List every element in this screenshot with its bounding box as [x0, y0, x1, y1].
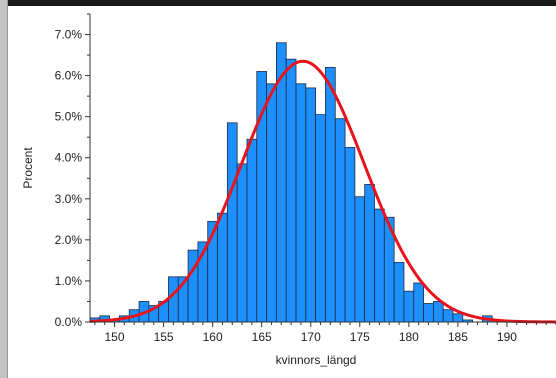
y-tick-label: 2.0% [55, 233, 83, 247]
y-tick-label: 3.0% [55, 192, 83, 206]
window-top-border [0, 0, 556, 6]
histogram-bar [442, 309, 454, 323]
histogram-bar [432, 301, 444, 323]
histogram-bars [89, 42, 493, 323]
histogram-bar [217, 212, 228, 323]
y-tick-label: 1.0% [55, 274, 83, 288]
histogram-bar [285, 58, 297, 323]
normal-curve [89, 59, 556, 324]
x-axis: 150 155 160 165 170 175 180 185 190 [90, 321, 556, 344]
x-tick-label: 150 [105, 330, 125, 344]
histogram-bar [305, 87, 317, 323]
histogram-bar [187, 249, 199, 323]
y-tick-label: 5.0% [55, 110, 83, 124]
y-tick-label: 7.0% [55, 28, 83, 42]
x-tick-label: 175 [350, 330, 370, 344]
histogram-bar [452, 313, 464, 323]
x-axis-title: kvinnors_längd [276, 353, 357, 367]
x-tick-label: 160 [203, 330, 223, 344]
window-left-edge [0, 0, 8, 378]
histogram-bar [236, 163, 248, 323]
y-axis-title: Procent [21, 147, 35, 189]
histogram-bar [266, 83, 277, 323]
x-tick-label: 190 [497, 330, 517, 344]
histogram-bar [364, 184, 375, 323]
histogram-bar [334, 118, 346, 323]
histogram-bar [354, 196, 366, 323]
histogram-bar [246, 138, 258, 323]
histogram-bar [325, 66, 336, 323]
histogram-bar [168, 276, 179, 323]
histogram-bar [344, 147, 356, 323]
histogram-bar [374, 208, 385, 323]
y-tick-label: 0.0% [55, 315, 83, 329]
x-tick-label: 155 [154, 330, 174, 344]
histogram-bar [295, 83, 307, 323]
x-tick-label: 165 [252, 330, 272, 344]
histogram-bar [315, 114, 326, 323]
histogram-bar [393, 262, 405, 323]
y-tick-label: 6.0% [55, 69, 83, 83]
x-tick-label: 185 [448, 330, 468, 344]
histogram-bar [413, 282, 424, 323]
y-axis: 0.0% 1.0% 2.0% 3.0% 4.0% 5.0% 6.0% 7.0% [55, 13, 91, 329]
histogram-bar [423, 303, 434, 323]
x-tick-label: 170 [301, 330, 321, 344]
histogram-bar [226, 122, 238, 323]
x-tick-label: 180 [399, 330, 419, 344]
y-tick-label: 4.0% [55, 151, 83, 165]
histogram-bar [403, 290, 415, 323]
